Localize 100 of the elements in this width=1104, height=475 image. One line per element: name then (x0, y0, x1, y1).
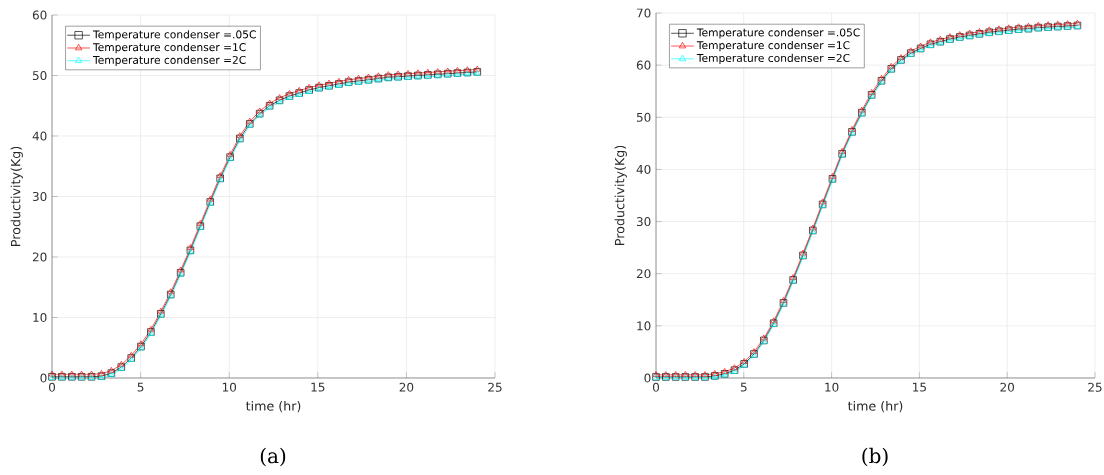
point (236, 132, 244, 139)
point (78, 370, 85, 377)
point (375, 72, 382, 79)
point (216, 172, 224, 178)
point (197, 220, 204, 226)
point (256, 107, 263, 114)
y-tick-label: 10 (33, 312, 47, 323)
point (394, 70, 402, 77)
point (848, 126, 856, 132)
x-tick-label: 10 (222, 382, 237, 392)
y-tick-label: 0 (644, 373, 651, 383)
x-tick-label: 0 (48, 382, 56, 392)
legend-label: Temperature condenser =1C (92, 42, 246, 54)
legend-label: Temperature condenser =.05C (696, 28, 860, 39)
point (1044, 21, 1052, 27)
x-tick-label: 15 (913, 382, 926, 392)
point (966, 29, 973, 36)
point (760, 334, 768, 341)
y-tick-label: 40 (636, 164, 651, 174)
point (1074, 19, 1081, 26)
point (335, 77, 343, 84)
point (454, 66, 461, 73)
y-axis-title: Productivity(Kg) (10, 146, 23, 246)
point (414, 69, 422, 76)
point (305, 83, 313, 90)
y-tick-label: 40 (32, 131, 47, 141)
point (878, 75, 885, 81)
y-tick-label: 20 (32, 252, 47, 262)
x-tick-label: 5 (740, 382, 747, 392)
x-axis-title: time (hr) (847, 400, 903, 413)
y-tick-label: 60 (636, 60, 651, 70)
point (187, 244, 194, 250)
point (385, 71, 392, 77)
point (207, 195, 214, 202)
point (1054, 20, 1061, 27)
y-tick-label: 60 (32, 10, 47, 20)
point (956, 31, 963, 37)
x-tick-label: 10 (825, 382, 839, 392)
point (404, 70, 412, 76)
legend-label: Temperature condenser =.05C (92, 30, 256, 41)
y-tick-label: 30 (636, 217, 651, 227)
point (355, 74, 362, 81)
y-tick-label: 50 (32, 70, 47, 81)
point (721, 368, 728, 374)
point (829, 173, 836, 179)
point (128, 351, 135, 358)
point (799, 249, 807, 256)
point (147, 325, 155, 332)
point (474, 65, 481, 72)
point (888, 63, 895, 69)
point (917, 42, 924, 49)
point (1064, 20, 1071, 26)
x-tick-label: 20 (399, 382, 414, 392)
point (157, 307, 165, 314)
point (976, 28, 983, 34)
text: (b) (862, 447, 888, 467)
y-tick-label: 70 (637, 8, 651, 18)
point (167, 288, 174, 295)
point (345, 76, 352, 82)
point (424, 68, 432, 75)
y-tick-label: 50 (636, 112, 651, 122)
legend-label: Temperature condenser =2C (696, 53, 850, 65)
point (295, 86, 303, 93)
y-axis-title: Productivity(Kg) (614, 145, 627, 245)
x-tick-label: 5 (137, 382, 144, 392)
point (946, 33, 954, 39)
x-tick-label: 0 (652, 382, 660, 392)
point (789, 274, 797, 280)
point (780, 297, 787, 303)
point (315, 81, 323, 88)
point (58, 370, 66, 377)
point (711, 370, 719, 376)
point (1035, 21, 1042, 28)
point (819, 198, 826, 205)
point (68, 370, 76, 377)
x-tick-label: 15 (311, 382, 325, 392)
point (266, 99, 273, 106)
point (276, 94, 283, 100)
y-tick-label: 0 (40, 373, 47, 383)
point (464, 66, 471, 73)
point (246, 117, 253, 124)
x-tick-label: 25 (488, 382, 502, 392)
point (750, 348, 758, 354)
point (858, 106, 866, 113)
y-tick-label: 30 (32, 191, 47, 202)
point (740, 358, 748, 364)
x-tick-label: 20 (1000, 382, 1015, 392)
point (838, 148, 846, 154)
point (868, 89, 875, 95)
x-axis-title: time (hr) (245, 400, 301, 413)
point (809, 224, 817, 231)
legend-label: Temperature condenser =2C (92, 55, 246, 67)
point (937, 35, 944, 42)
y-tick-label: 10 (637, 321, 651, 331)
point (444, 67, 451, 74)
point (286, 89, 293, 96)
x-tick-label: 25 (1088, 382, 1102, 392)
y-tick-label: 20 (636, 269, 651, 279)
point (137, 340, 145, 347)
point (897, 54, 905, 60)
